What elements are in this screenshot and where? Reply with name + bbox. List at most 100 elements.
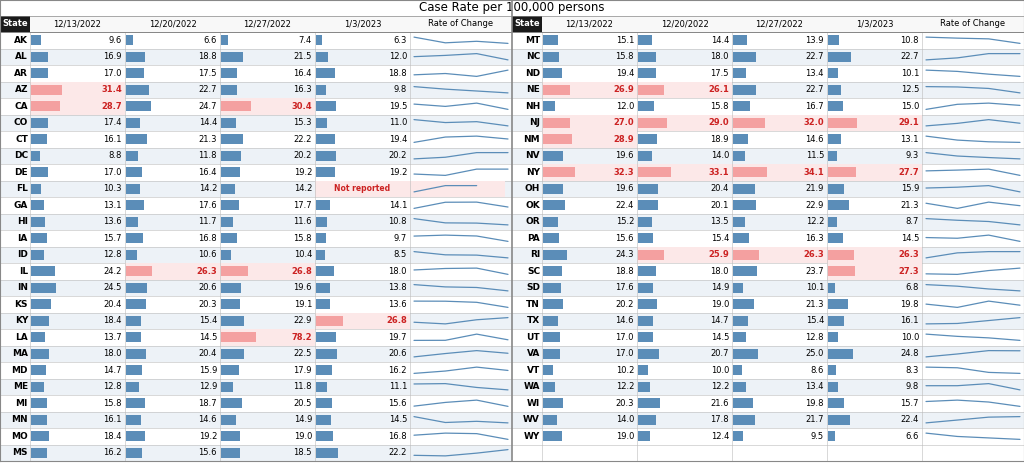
Text: 7.4: 7.4 (299, 36, 312, 45)
Bar (0, 131, 512, 147)
Bar (0, 147, 512, 164)
Text: 26.8: 26.8 (291, 267, 312, 276)
Bar (638, 431, 650, 441)
Bar (638, 101, 653, 111)
Text: 18.9: 18.9 (711, 135, 729, 144)
Text: 13.6: 13.6 (103, 217, 122, 226)
Bar (221, 35, 228, 45)
Text: 17.6: 17.6 (199, 201, 217, 210)
Text: 15.0: 15.0 (901, 102, 919, 111)
Bar (543, 249, 567, 260)
Text: 19.0: 19.0 (294, 432, 312, 441)
Bar (0, 81, 512, 98)
Text: 17.4: 17.4 (103, 118, 122, 127)
Text: 12/13/2022: 12/13/2022 (53, 20, 101, 29)
Bar (126, 447, 141, 458)
Bar (638, 117, 667, 128)
Text: 15.4: 15.4 (806, 316, 824, 325)
Bar (316, 117, 327, 128)
Bar (543, 151, 562, 161)
Bar (315, 181, 505, 197)
Bar (221, 381, 232, 392)
Bar (512, 345, 1024, 362)
Bar (0, 98, 512, 115)
Bar (828, 167, 856, 177)
Bar (512, 329, 1024, 345)
Text: 19.4: 19.4 (615, 69, 634, 78)
Text: VA: VA (526, 349, 540, 358)
Text: CO: CO (13, 118, 28, 127)
Bar (543, 134, 571, 144)
Bar (543, 381, 555, 392)
Text: 16.2: 16.2 (103, 448, 122, 457)
Bar (31, 299, 51, 309)
Text: 26.3: 26.3 (803, 250, 824, 259)
Text: AL: AL (15, 52, 28, 61)
Bar (543, 167, 575, 177)
Bar (512, 428, 1024, 445)
Text: RI: RI (529, 250, 540, 259)
Bar (221, 217, 232, 227)
Text: 10.6: 10.6 (199, 250, 217, 259)
Text: NE: NE (526, 85, 540, 94)
Bar (316, 365, 332, 375)
Bar (316, 101, 336, 111)
Bar (30, 81, 125, 98)
Bar (0, 428, 512, 445)
Text: MI: MI (15, 399, 28, 408)
Text: 27.3: 27.3 (898, 267, 919, 276)
Text: 15.6: 15.6 (388, 399, 407, 408)
Text: 17.0: 17.0 (103, 69, 122, 78)
Bar (31, 381, 44, 392)
Text: 12/20/2022: 12/20/2022 (148, 20, 197, 29)
Text: KY: KY (14, 316, 28, 325)
Bar (221, 200, 239, 210)
Text: UT: UT (526, 333, 540, 342)
Bar (638, 381, 650, 392)
Text: 17.0: 17.0 (615, 333, 634, 342)
Bar (827, 164, 922, 181)
Bar (126, 183, 140, 194)
Bar (638, 365, 648, 375)
Text: 16.3: 16.3 (293, 85, 312, 94)
Text: 22.4: 22.4 (615, 201, 634, 210)
Bar (221, 249, 231, 260)
Text: 26.1: 26.1 (709, 85, 729, 94)
Bar (733, 183, 755, 194)
Bar (221, 117, 237, 128)
Bar (637, 247, 732, 263)
Text: 18.8: 18.8 (615, 267, 634, 276)
Text: 16.8: 16.8 (199, 234, 217, 243)
Text: 21.7: 21.7 (806, 415, 824, 424)
Text: MO: MO (11, 432, 28, 441)
Bar (31, 266, 55, 277)
Text: 17.9: 17.9 (294, 366, 312, 375)
Bar (733, 365, 741, 375)
Text: 24.2: 24.2 (103, 267, 122, 276)
Bar (512, 16, 542, 32)
Bar (827, 16, 922, 32)
Text: 15.7: 15.7 (900, 399, 919, 408)
Text: IN: IN (17, 283, 28, 292)
Text: 17.0: 17.0 (103, 168, 122, 177)
Bar (31, 134, 47, 144)
Bar (31, 35, 41, 45)
Bar (315, 16, 410, 32)
Bar (221, 415, 236, 425)
Text: IL: IL (18, 267, 28, 276)
Bar (512, 164, 1024, 181)
Bar (512, 32, 1024, 49)
Text: 15.8: 15.8 (615, 52, 634, 61)
Text: Rate of Change: Rate of Change (940, 20, 1006, 29)
Bar (31, 431, 49, 441)
Text: 24.8: 24.8 (900, 349, 919, 358)
Text: 14.9: 14.9 (711, 283, 729, 292)
Text: 19.2: 19.2 (199, 432, 217, 441)
Bar (733, 35, 746, 45)
Bar (126, 233, 142, 243)
Text: LA: LA (15, 333, 28, 342)
Text: 8.7: 8.7 (905, 217, 919, 226)
Text: GA: GA (13, 201, 28, 210)
Bar (543, 266, 562, 277)
Text: 19.6: 19.6 (615, 151, 634, 160)
